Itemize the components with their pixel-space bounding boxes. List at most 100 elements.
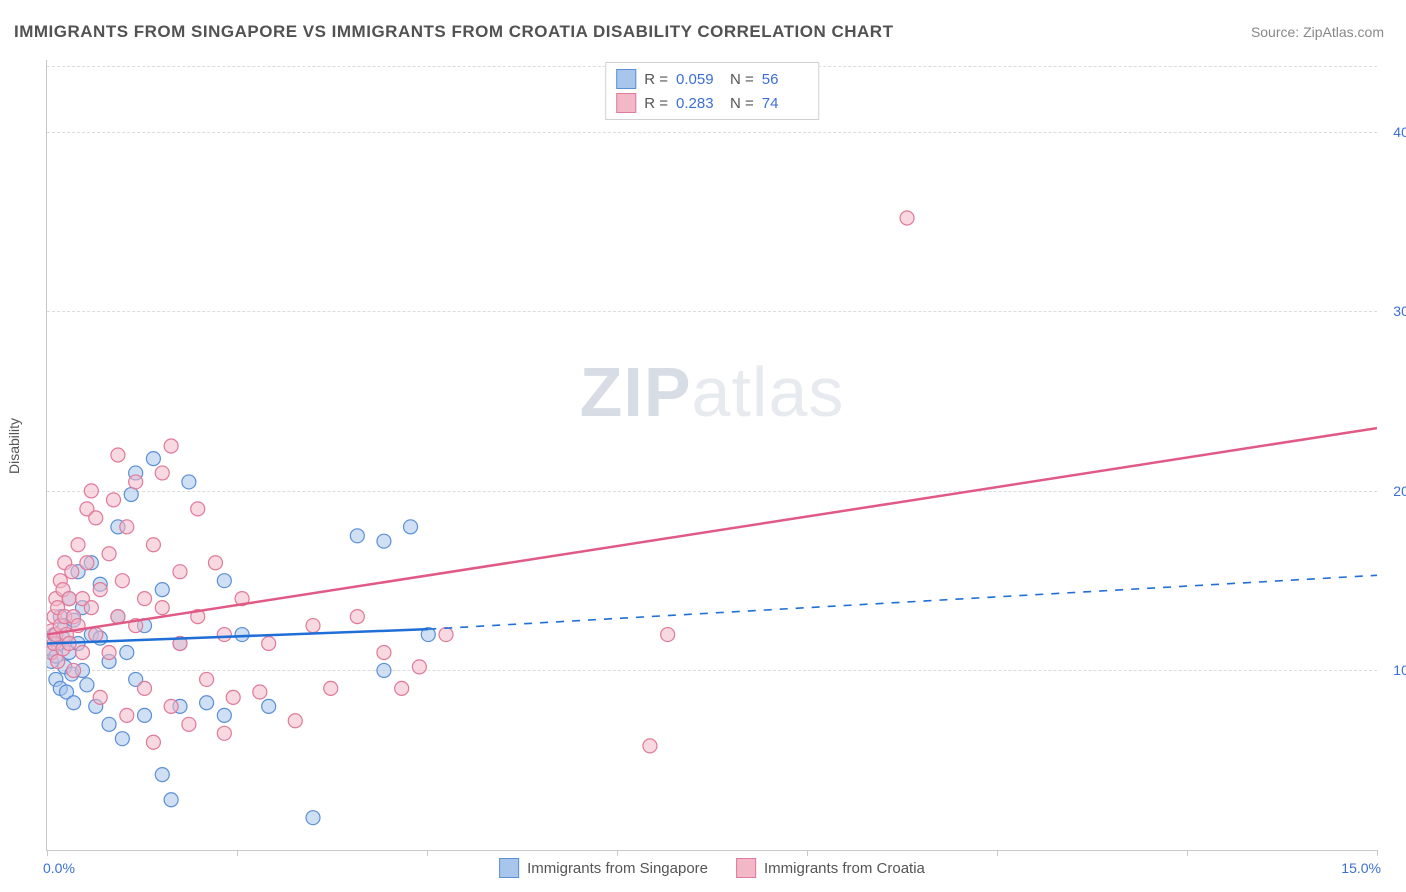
swatch-croatia (616, 93, 636, 113)
x-tick (47, 850, 48, 856)
data-point (377, 663, 391, 677)
data-point (164, 439, 178, 453)
data-point (102, 646, 116, 660)
data-point (120, 646, 134, 660)
data-point (146, 735, 160, 749)
data-point (262, 699, 276, 713)
data-point (67, 663, 81, 677)
data-point (412, 660, 426, 674)
x-tick-label: 15.0% (1341, 860, 1381, 876)
data-point (661, 628, 675, 642)
y-tick-label: 40.0% (1383, 124, 1406, 140)
data-point (138, 708, 152, 722)
data-point (324, 681, 338, 695)
swatch-singapore (616, 69, 636, 89)
regression-line-extrapolated (428, 575, 1377, 629)
data-point (107, 493, 121, 507)
data-point (138, 592, 152, 606)
data-point (138, 681, 152, 695)
data-point (115, 574, 129, 588)
legend-row-singapore: R = 0.059 N = 56 (616, 67, 808, 91)
n-value-singapore: 56 (762, 71, 808, 88)
x-tick (997, 850, 998, 856)
r-value-singapore: 0.059 (676, 71, 722, 88)
data-point (155, 601, 169, 615)
data-point (253, 685, 267, 699)
data-point (288, 714, 302, 728)
data-point (306, 811, 320, 825)
swatch-icon (499, 858, 519, 878)
x-tick (237, 850, 238, 856)
data-point (182, 717, 196, 731)
data-point (377, 534, 391, 548)
y-tick-label: 10.0% (1383, 662, 1406, 678)
x-tick (807, 850, 808, 856)
legend-item-croatia: Immigrants from Croatia (736, 858, 925, 878)
data-point (111, 448, 125, 462)
data-point (84, 601, 98, 615)
n-label: N = (730, 71, 754, 88)
data-point (200, 672, 214, 686)
data-point (350, 529, 364, 543)
swatch-icon (736, 858, 756, 878)
data-point (102, 717, 116, 731)
correlation-legend: R = 0.059 N = 56 R = 0.283 N = 74 (605, 62, 819, 120)
data-point (120, 520, 134, 534)
scatter-svg (47, 60, 1377, 850)
x-tick (1377, 850, 1378, 856)
data-point (439, 628, 453, 642)
data-point (191, 502, 205, 516)
plot-area: ZIPatlas R = 0.059 N = 56 R = 0.283 N = … (46, 60, 1377, 851)
regression-line (47, 428, 1377, 634)
data-point (84, 484, 98, 498)
n-value-croatia: 74 (762, 95, 808, 112)
data-point (115, 732, 129, 746)
data-point (67, 696, 81, 710)
data-point (200, 696, 214, 710)
data-point (89, 628, 103, 642)
y-tick-label: 30.0% (1383, 303, 1406, 319)
data-point (93, 583, 107, 597)
data-point (235, 628, 249, 642)
data-point (155, 583, 169, 597)
data-point (124, 488, 138, 502)
data-point (395, 681, 409, 695)
data-point (173, 565, 187, 579)
r-label: R = (644, 71, 668, 88)
data-point (155, 466, 169, 480)
x-tick (1187, 850, 1188, 856)
data-point (146, 452, 160, 466)
legend-item-singapore: Immigrants from Singapore (499, 858, 708, 878)
source-attribution: Source: ZipAtlas.com (1251, 24, 1384, 40)
legend-row-croatia: R = 0.283 N = 74 (616, 91, 808, 115)
data-point (164, 699, 178, 713)
y-axis-label: Disability (6, 418, 22, 474)
data-point (306, 619, 320, 633)
data-point (62, 592, 76, 606)
data-point (900, 211, 914, 225)
chart-container: IMMIGRANTS FROM SINGAPORE VS IMMIGRANTS … (0, 0, 1406, 892)
data-point (262, 637, 276, 651)
data-point (71, 538, 85, 552)
data-point (129, 475, 143, 489)
data-point (65, 565, 79, 579)
n-label: N = (730, 95, 754, 112)
x-tick (427, 850, 428, 856)
data-point (120, 708, 134, 722)
source-link[interactable]: ZipAtlas.com (1303, 24, 1384, 40)
data-point (643, 739, 657, 753)
data-point (217, 628, 231, 642)
r-value-croatia: 0.283 (676, 95, 722, 112)
data-point (217, 708, 231, 722)
data-point (377, 646, 391, 660)
data-point (89, 511, 103, 525)
legend-label-croatia: Immigrants from Croatia (764, 860, 925, 877)
data-point (155, 768, 169, 782)
data-point (182, 475, 196, 489)
data-point (93, 690, 107, 704)
data-point (75, 646, 89, 660)
chart-title: IMMIGRANTS FROM SINGAPORE VS IMMIGRANTS … (14, 22, 893, 42)
data-point (80, 556, 94, 570)
data-point (404, 520, 418, 534)
x-tick (617, 850, 618, 856)
